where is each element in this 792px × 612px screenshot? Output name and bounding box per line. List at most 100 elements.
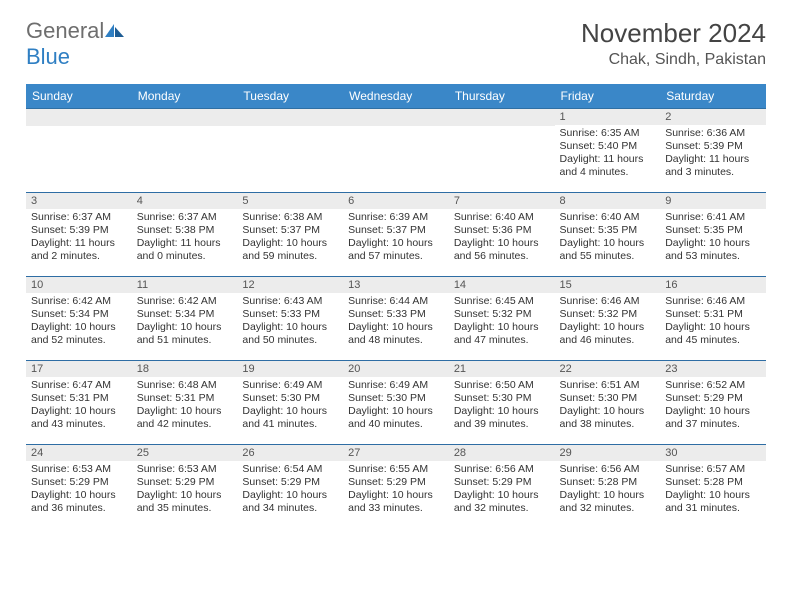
sunset-line: Sunset: 5:28 PM xyxy=(560,476,656,489)
daylight-line: Daylight: 10 hours and 33 minutes. xyxy=(348,489,444,515)
day-number: 1 xyxy=(555,109,661,125)
daylight-line: Daylight: 10 hours and 36 minutes. xyxy=(31,489,127,515)
day-content: Sunrise: 6:57 AMSunset: 5:28 PMDaylight:… xyxy=(660,461,766,520)
day-number: 6 xyxy=(343,193,449,209)
day-content: Sunrise: 6:46 AMSunset: 5:32 PMDaylight:… xyxy=(555,293,661,352)
calendar-cell xyxy=(449,109,555,193)
logo-text: GeneralBlue xyxy=(26,18,126,70)
daylight-line: Daylight: 10 hours and 40 minutes. xyxy=(348,405,444,431)
sunset-line: Sunset: 5:37 PM xyxy=(348,224,444,237)
calendar-row: 1Sunrise: 6:35 AMSunset: 5:40 PMDaylight… xyxy=(26,109,766,193)
day-content: Sunrise: 6:38 AMSunset: 5:37 PMDaylight:… xyxy=(237,209,343,268)
day-content: Sunrise: 6:46 AMSunset: 5:31 PMDaylight:… xyxy=(660,293,766,352)
day-number: 10 xyxy=(26,277,132,293)
sunrise-line: Sunrise: 6:50 AM xyxy=(454,379,550,392)
sunrise-line: Sunrise: 6:49 AM xyxy=(242,379,338,392)
title-block: November 2024 Chak, Sindh, Pakistan xyxy=(581,18,766,69)
sunset-line: Sunset: 5:34 PM xyxy=(137,308,233,321)
day-content: Sunrise: 6:45 AMSunset: 5:32 PMDaylight:… xyxy=(449,293,555,352)
day-number: 8 xyxy=(555,193,661,209)
sunrise-line: Sunrise: 6:53 AM xyxy=(137,463,233,476)
day-content: Sunrise: 6:49 AMSunset: 5:30 PMDaylight:… xyxy=(237,377,343,436)
daylight-line: Daylight: 11 hours and 3 minutes. xyxy=(665,153,761,179)
calendar-cell xyxy=(343,109,449,193)
sunrise-line: Sunrise: 6:45 AM xyxy=(454,295,550,308)
daylight-line: Daylight: 10 hours and 53 minutes. xyxy=(665,237,761,263)
logo: GeneralBlue xyxy=(26,18,126,70)
day-content: Sunrise: 6:37 AMSunset: 5:39 PMDaylight:… xyxy=(26,209,132,268)
daylight-line: Daylight: 10 hours and 34 minutes. xyxy=(242,489,338,515)
sunset-line: Sunset: 5:38 PM xyxy=(137,224,233,237)
day-number: 19 xyxy=(237,361,343,377)
calendar-row: 3Sunrise: 6:37 AMSunset: 5:39 PMDaylight… xyxy=(26,193,766,277)
sunset-line: Sunset: 5:29 PM xyxy=(242,476,338,489)
day-content: Sunrise: 6:50 AMSunset: 5:30 PMDaylight:… xyxy=(449,377,555,436)
location-text: Chak, Sindh, Pakistan xyxy=(581,51,766,69)
sunset-line: Sunset: 5:39 PM xyxy=(665,140,761,153)
daylight-line: Daylight: 10 hours and 41 minutes. xyxy=(242,405,338,431)
sunset-line: Sunset: 5:40 PM xyxy=(560,140,656,153)
calendar-cell: 12Sunrise: 6:43 AMSunset: 5:33 PMDayligh… xyxy=(237,277,343,361)
sunrise-line: Sunrise: 6:37 AM xyxy=(137,211,233,224)
sunrise-line: Sunrise: 6:42 AM xyxy=(137,295,233,308)
day-number: 13 xyxy=(343,277,449,293)
daylight-line: Daylight: 10 hours and 56 minutes. xyxy=(454,237,550,263)
day-number: 22 xyxy=(555,361,661,377)
calendar-cell: 26Sunrise: 6:54 AMSunset: 5:29 PMDayligh… xyxy=(237,445,343,529)
day-content: Sunrise: 6:56 AMSunset: 5:29 PMDaylight:… xyxy=(449,461,555,520)
empty-daynum xyxy=(449,109,555,126)
daylight-line: Daylight: 10 hours and 48 minutes. xyxy=(348,321,444,347)
calendar-cell: 9Sunrise: 6:41 AMSunset: 5:35 PMDaylight… xyxy=(660,193,766,277)
calendar-cell: 30Sunrise: 6:57 AMSunset: 5:28 PMDayligh… xyxy=(660,445,766,529)
sunrise-line: Sunrise: 6:42 AM xyxy=(31,295,127,308)
weekday-header: Sunday xyxy=(26,84,132,109)
daylight-line: Daylight: 10 hours and 52 minutes. xyxy=(31,321,127,347)
weekday-header: Friday xyxy=(555,84,661,109)
calendar-cell: 1Sunrise: 6:35 AMSunset: 5:40 PMDaylight… xyxy=(555,109,661,193)
daylight-line: Daylight: 10 hours and 50 minutes. xyxy=(242,321,338,347)
daylight-line: Daylight: 11 hours and 4 minutes. xyxy=(560,153,656,179)
sunset-line: Sunset: 5:29 PM xyxy=(348,476,444,489)
day-content: Sunrise: 6:53 AMSunset: 5:29 PMDaylight:… xyxy=(26,461,132,520)
day-content: Sunrise: 6:51 AMSunset: 5:30 PMDaylight:… xyxy=(555,377,661,436)
weekday-header: Monday xyxy=(132,84,238,109)
sunrise-line: Sunrise: 6:54 AM xyxy=(242,463,338,476)
day-content: Sunrise: 6:54 AMSunset: 5:29 PMDaylight:… xyxy=(237,461,343,520)
calendar-cell: 19Sunrise: 6:49 AMSunset: 5:30 PMDayligh… xyxy=(237,361,343,445)
calendar-body: 1Sunrise: 6:35 AMSunset: 5:40 PMDaylight… xyxy=(26,109,766,529)
day-content: Sunrise: 6:56 AMSunset: 5:28 PMDaylight:… xyxy=(555,461,661,520)
day-content: Sunrise: 6:42 AMSunset: 5:34 PMDaylight:… xyxy=(132,293,238,352)
day-number: 9 xyxy=(660,193,766,209)
calendar-cell: 11Sunrise: 6:42 AMSunset: 5:34 PMDayligh… xyxy=(132,277,238,361)
daylight-line: Daylight: 10 hours and 32 minutes. xyxy=(454,489,550,515)
calendar-cell: 10Sunrise: 6:42 AMSunset: 5:34 PMDayligh… xyxy=(26,277,132,361)
daylight-line: Daylight: 10 hours and 55 minutes. xyxy=(560,237,656,263)
day-content: Sunrise: 6:44 AMSunset: 5:33 PMDaylight:… xyxy=(343,293,449,352)
calendar-cell: 8Sunrise: 6:40 AMSunset: 5:35 PMDaylight… xyxy=(555,193,661,277)
sunrise-line: Sunrise: 6:43 AM xyxy=(242,295,338,308)
daylight-line: Daylight: 10 hours and 37 minutes. xyxy=(665,405,761,431)
weekday-header: Wednesday xyxy=(343,84,449,109)
sunset-line: Sunset: 5:30 PM xyxy=(242,392,338,405)
calendar-cell: 4Sunrise: 6:37 AMSunset: 5:38 PMDaylight… xyxy=(132,193,238,277)
sunrise-line: Sunrise: 6:46 AM xyxy=(665,295,761,308)
daylight-line: Daylight: 10 hours and 32 minutes. xyxy=(560,489,656,515)
calendar-row: 24Sunrise: 6:53 AMSunset: 5:29 PMDayligh… xyxy=(26,445,766,529)
calendar-cell: 21Sunrise: 6:50 AMSunset: 5:30 PMDayligh… xyxy=(449,361,555,445)
day-content: Sunrise: 6:41 AMSunset: 5:35 PMDaylight:… xyxy=(660,209,766,268)
header: GeneralBlue November 2024 Chak, Sindh, P… xyxy=(0,0,792,78)
sunrise-line: Sunrise: 6:46 AM xyxy=(560,295,656,308)
sunset-line: Sunset: 5:32 PM xyxy=(454,308,550,321)
day-number: 28 xyxy=(449,445,555,461)
daylight-line: Daylight: 10 hours and 31 minutes. xyxy=(665,489,761,515)
sunset-line: Sunset: 5:35 PM xyxy=(560,224,656,237)
daylight-line: Daylight: 10 hours and 57 minutes. xyxy=(348,237,444,263)
daylight-line: Daylight: 10 hours and 39 minutes. xyxy=(454,405,550,431)
sunrise-line: Sunrise: 6:37 AM xyxy=(31,211,127,224)
day-content: Sunrise: 6:55 AMSunset: 5:29 PMDaylight:… xyxy=(343,461,449,520)
calendar-cell: 7Sunrise: 6:40 AMSunset: 5:36 PMDaylight… xyxy=(449,193,555,277)
empty-daynum xyxy=(26,109,132,126)
sunset-line: Sunset: 5:33 PM xyxy=(242,308,338,321)
sunrise-line: Sunrise: 6:38 AM xyxy=(242,211,338,224)
calendar-cell xyxy=(26,109,132,193)
